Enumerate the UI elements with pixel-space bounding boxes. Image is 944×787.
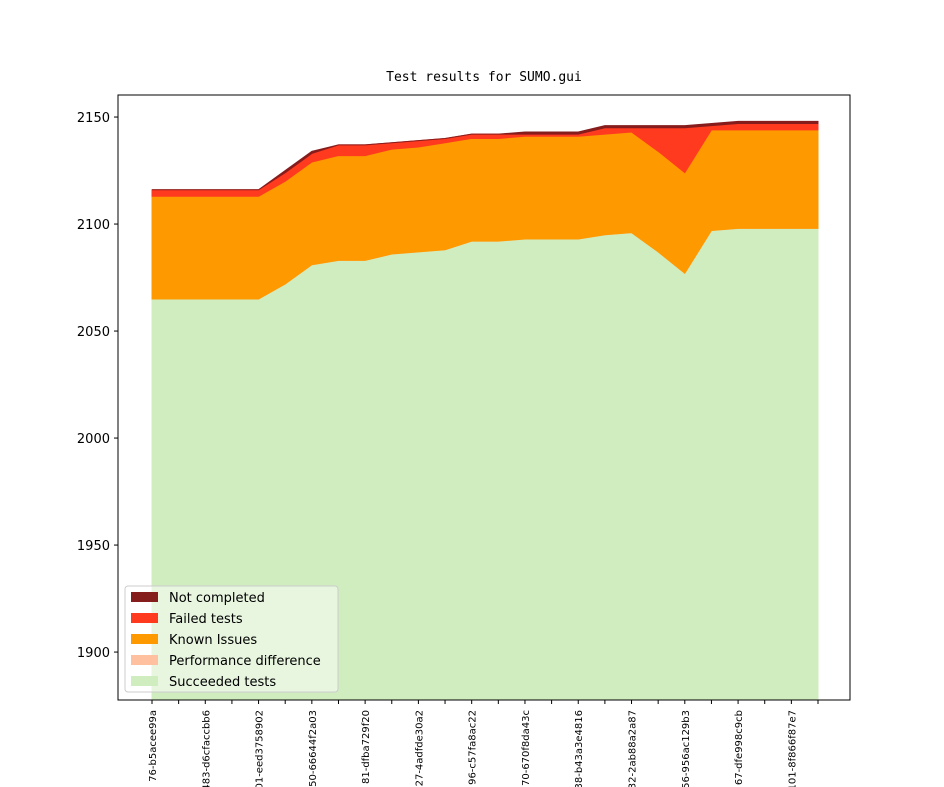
- legend-swatch: [131, 613, 158, 623]
- legend-swatch: [131, 592, 158, 602]
- y-tick-label: 2150: [77, 111, 110, 126]
- legend-label: Not completed: [169, 591, 265, 606]
- legend: Not completed Failed tests Known Issues Per…: [124, 585, 339, 693]
- x-tick-label: 483-d6cfaccbb6: [201, 710, 212, 787]
- x-tick-label: 50-66644f2a03: [308, 710, 319, 787]
- legend-label: Succeeded tests: [169, 675, 276, 690]
- chart-title: Test results for SUMO.gui: [386, 70, 582, 85]
- x-tick-label: 96-c57fa8ac22: [468, 710, 479, 785]
- legend-box: [124, 585, 339, 693]
- x-tick-label: 27-4adfde30a2: [414, 710, 425, 786]
- legend-label: Performance difference: [169, 654, 321, 669]
- x-tick-label: 76-b5acee99a: [148, 710, 159, 782]
- x-tick-label: 01-eed3758902: [255, 710, 266, 787]
- legend-swatch: [131, 676, 158, 686]
- y-tick-label: 2100: [77, 218, 110, 233]
- y-tick-label: 1950: [77, 539, 110, 554]
- x-tick-label: 67-dfe998c9cb: [734, 710, 745, 785]
- x-tick-label: 32-2ab88a2a87: [628, 710, 639, 787]
- y-tick-label: 2000: [77, 432, 110, 447]
- legend-label: Known Issues: [169, 633, 257, 648]
- legend-label: Failed tests: [169, 612, 243, 627]
- legend-swatch: [131, 655, 158, 665]
- x-tick-label: 70-670f8da43c: [521, 710, 532, 786]
- x-tick-label: 101-8f866f87e7: [787, 710, 798, 787]
- legend-swatch: [131, 634, 158, 644]
- y-tick-label: 1900: [77, 646, 110, 661]
- area: [152, 120, 819, 191]
- x-tick-label: 81-dfba729f20: [361, 710, 372, 784]
- y-tick-label: 2050: [77, 325, 110, 340]
- plot-frame: [117, 94, 851, 701]
- x-tick-label: 38-b43a3e4816: [574, 710, 585, 787]
- x-tick-label: 56-956ac129b3: [681, 710, 692, 787]
